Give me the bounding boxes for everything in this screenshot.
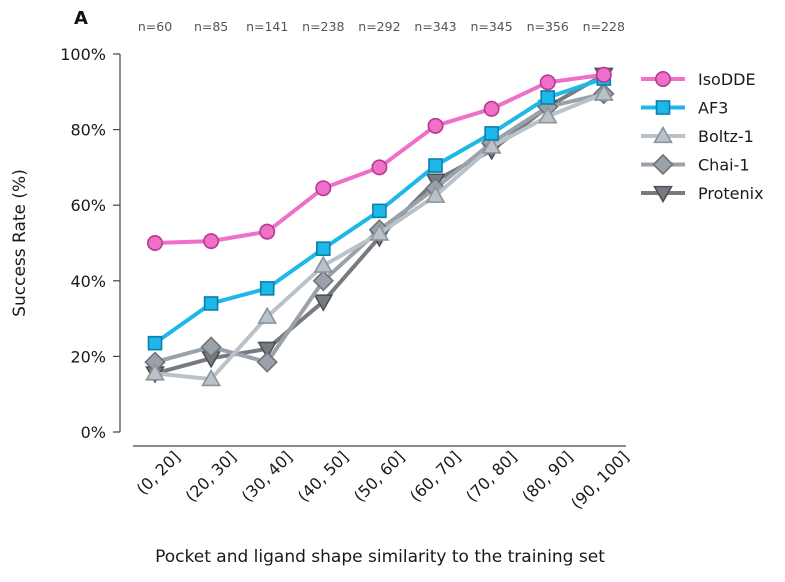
legend-marker [653,125,673,144]
count-label: n=238 [302,19,344,34]
data-point-boltz-1 [145,363,165,381]
data-point-protenix [313,294,334,312]
legend: IsoDDE AF3 Boltz-1 Chai-1 Protenix [641,70,764,204]
y-axis: 0% 20% 40% 60% 80% 100% [60,45,121,442]
data-point-af3 [540,90,556,105]
data-point-af3 [203,296,219,311]
data-point-isodde [539,74,556,91]
legend-item-boltz-1: Boltz-1 [641,125,754,146]
x-axis: (0, 20](20, 30](30, 40](40, 50](50, 60](… [133,445,633,513]
count-label: n=356 [527,19,569,34]
data-point-isodde [483,100,500,117]
y-tick-label: 100% [60,45,106,64]
legend-marker [654,71,671,88]
count-label: n=292 [358,19,400,34]
x-tick-label: (80, 90] [518,447,576,505]
y-tick-label: 60% [70,196,106,215]
count-label: n=343 [414,19,456,34]
data-point-af3 [147,335,163,351]
data-point-boltz-1 [257,306,278,324]
data-point-af3 [428,158,443,173]
y-tick-label: 20% [70,347,106,366]
count-label: n=345 [470,19,512,34]
data-point-isodde [371,159,388,176]
count-label: n=228 [583,19,625,34]
data-point-boltz-1 [593,83,614,101]
data-point-chai-1 [256,351,278,373]
data-point-chai-1 [200,336,222,358]
x-tick-label: (0, 20] [133,447,184,498]
x-tick-label: (40, 50] [294,447,352,505]
legend-label: AF3 [698,99,728,118]
data-point-isodde [147,235,164,252]
y-tick-label: 40% [70,272,106,291]
y-tick-label: 0% [81,423,106,442]
data-point-boltz-1 [201,368,221,387]
y-tick-label: 80% [70,121,106,140]
y-axis-label: Success Rate (%) [10,169,30,317]
legend-item-chai-1: Chai-1 [641,153,750,176]
legend-item-af3: AF3 [641,99,728,118]
data-point-af3 [315,241,331,256]
sample-counts: n=60 n=85 n=141 n=238 n=292 n=343 n=345 n=356 n=… [138,19,625,34]
data-point-af3 [484,126,499,141]
x-tick-label: (20, 30] [182,447,240,505]
legend-marker [652,153,674,176]
data-point-boltz-1 [537,106,558,124]
legend-label: Protenix [698,184,764,203]
data-point-isodde [315,180,332,197]
legend-item-protenix: Protenix [641,184,764,204]
x-tick-label: (60, 70] [406,447,464,505]
data-point-boltz-1 [313,255,334,273]
series-af3 [147,71,612,351]
data-point-boltz-1 [369,223,390,241]
count-label: n=85 [194,19,228,34]
data-point-isodde [595,66,612,83]
data-point-isodde [259,223,276,240]
legend-marker [653,185,673,204]
x-axis-label: Pocket and ligand shape similarity to th… [155,547,605,567]
count-label: n=60 [138,19,172,34]
panel-label: A [74,8,88,29]
x-tick-label: (70, 80] [462,447,520,505]
series-boltz-1 [145,83,614,387]
x-tick-label: (50, 60] [350,447,408,505]
series-isodde [147,66,612,252]
legend-label: Boltz-1 [698,127,754,146]
data-point-isodde [203,233,220,250]
data-point-protenix [257,341,278,359]
x-tick-label: (90, 100] [567,447,632,512]
data-point-af3 [372,203,387,219]
data-point-boltz-1 [425,185,446,203]
data-point-isodde [427,117,444,134]
legend-label: Chai-1 [698,156,750,175]
legend-item-isodde: IsoDDE [641,70,756,89]
data-point-af3 [259,281,275,296]
data-point-boltz-1 [481,136,502,154]
data-point-chai-1 [312,270,334,292]
series-group [144,66,615,387]
count-label: n=141 [246,19,288,34]
x-tick-label: (30, 40] [238,447,296,505]
legend-marker [655,100,671,115]
legend-label: IsoDDE [698,70,756,89]
